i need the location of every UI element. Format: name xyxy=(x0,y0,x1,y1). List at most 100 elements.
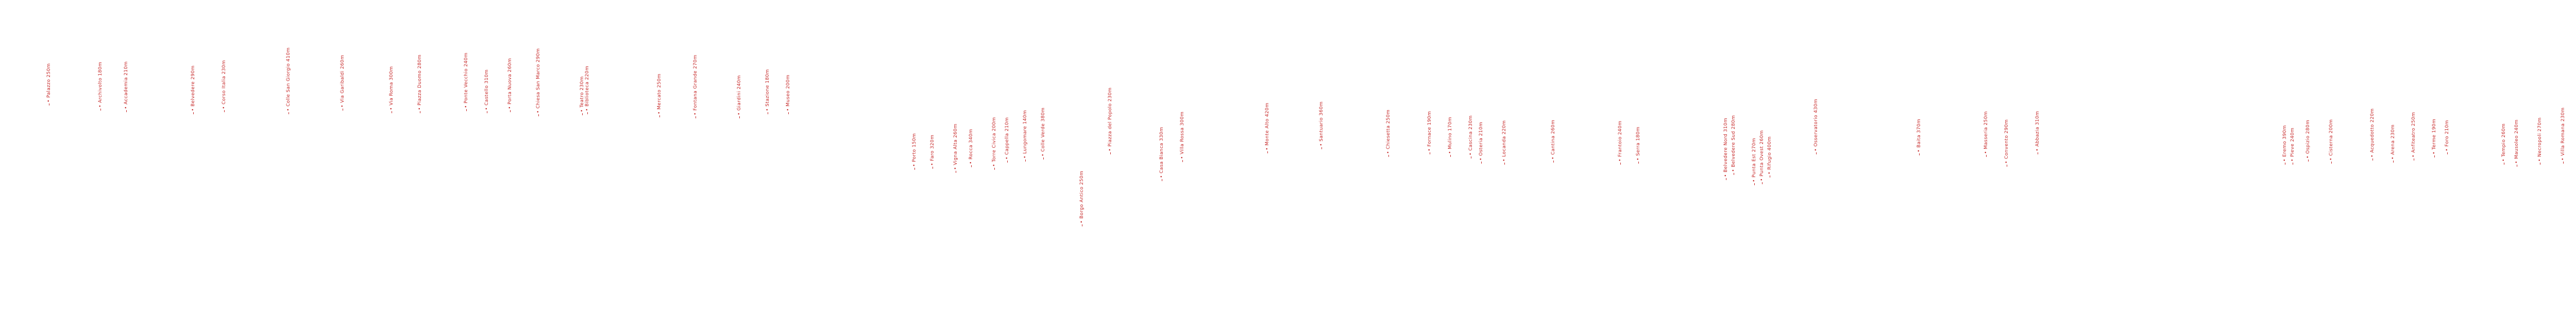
label-text: • Locanda 220m xyxy=(1502,120,1507,162)
label-text: • Torre Civica 200m xyxy=(992,117,997,167)
label-tick-mark xyxy=(1267,151,1268,153)
label-tick-mark xyxy=(1553,161,1554,163)
map-label: • Monte Alto 420m xyxy=(1265,103,1270,153)
label-tick-mark xyxy=(582,113,583,115)
map-label: • Fornace 190m xyxy=(1427,111,1432,154)
map-label: • Castello 310m xyxy=(484,69,489,113)
label-tick-mark xyxy=(739,116,740,118)
label-text: • Pieve 240m xyxy=(2290,128,2295,162)
label-text: • Fontana Grande 270m xyxy=(693,55,698,115)
label-tick-mark xyxy=(2447,152,2448,154)
label-text: • Masseria 250m xyxy=(1984,111,1989,154)
label-text: • Palazzo 250m xyxy=(46,63,52,102)
label-text: • Piazza del Popolo 230m xyxy=(1108,87,1113,151)
label-tick-mark xyxy=(1110,152,1111,154)
label-text: • Casa Bianca 330m xyxy=(1159,127,1164,178)
label-text: • Belvedere Nord 310m xyxy=(1723,117,1728,177)
label-tick-mark xyxy=(100,109,101,111)
label-text: • Via Roma 300m xyxy=(389,66,394,110)
label-tick-mark xyxy=(1182,160,1183,162)
label-text: • Vigna Alta 260m xyxy=(953,123,958,170)
map-label: • Biblioteca 220m xyxy=(585,66,590,114)
label-text: • Stazione 180m xyxy=(765,69,770,111)
label-text: • Baita 370m xyxy=(1917,118,1922,152)
label-tick-mark xyxy=(1450,155,1451,157)
map-label: • Teatro 230m xyxy=(580,76,585,115)
label-text: • Cappella 210m xyxy=(1005,117,1010,160)
map-label: • Villa Romana 230m xyxy=(2561,108,2566,164)
label-tick-mark xyxy=(1816,152,1817,154)
map-label: • Via Garibaldi 260m xyxy=(340,55,345,111)
label-tick-mark xyxy=(1043,157,1044,160)
label-tick-mark xyxy=(1504,163,1505,165)
label-text: • Serra 180m xyxy=(1636,127,1641,161)
label-text: • Tempio 260m xyxy=(2501,123,2506,162)
label-tick-mark xyxy=(193,112,194,114)
map-label: • Fontana Grande 270m xyxy=(693,55,698,118)
map-label: • Chiesa San Marco 290m xyxy=(536,48,541,116)
label-text: • Villa Romana 230m xyxy=(2561,107,2566,161)
map-label: • Palazzo 250m xyxy=(46,63,52,105)
map-label: • Colle San Giorgio 410m xyxy=(286,47,291,114)
map-label: • Villa Rossa 300m xyxy=(1180,112,1185,162)
label-tick-mark xyxy=(224,110,225,112)
label-text: • Acquedotto 220m xyxy=(2370,108,2375,157)
map-label: • Foro 210m xyxy=(2445,120,2450,154)
map-label: • Torre Civica 200m xyxy=(992,117,997,170)
map-label: • Mulino 170m xyxy=(1448,117,1453,157)
label-text: • Necropoli 270m xyxy=(2537,117,2543,162)
map-label: • Santuario 360m xyxy=(1319,101,1324,149)
label-text: • Monte Alto 420m xyxy=(1265,102,1270,150)
map-label: • Frantoio 240m xyxy=(1618,121,1623,165)
label-tick-mark xyxy=(914,168,915,170)
label-text: • Foro 210m xyxy=(2445,120,2450,151)
map-label: • Borgo Antico 250m xyxy=(1079,171,1084,226)
label-tick-mark xyxy=(2563,162,2564,164)
map-label: • Belvedere 290m xyxy=(191,65,196,114)
label-text: • Lungomare 140m xyxy=(1023,110,1028,158)
label-text: • Convento 290m xyxy=(2004,119,2009,164)
map-label: • Vigna Alta 260m xyxy=(953,123,958,173)
map-label: • Tempio 260m xyxy=(2501,123,2506,165)
map-label: • Punta Ovest 260m xyxy=(1759,130,1765,184)
map-label: • Ponte Vecchio 240m xyxy=(464,52,469,111)
map-label: • Mausoleo 240m xyxy=(2514,119,2519,167)
label-text: • Via Garibaldi 260m xyxy=(340,55,345,108)
map-label: • Ospizio 280m xyxy=(2306,120,2311,162)
label-tick-mark xyxy=(2393,161,2394,163)
label-text: • Chiesa San Marco 290m xyxy=(536,48,541,113)
map-label: • Faro 320m xyxy=(930,135,935,169)
map-label: • Cisterna 200m xyxy=(2329,119,2334,164)
label-text: • Belvedere 290m xyxy=(191,65,196,111)
label-tick-mark xyxy=(1007,161,1008,163)
label-text: • Abbazia 310m xyxy=(2035,111,2040,151)
map-label: • Cappella 210m xyxy=(1005,117,1010,163)
map-label: • Eremo 390m xyxy=(2282,125,2287,165)
label-text: • Giardini 240m xyxy=(737,75,742,115)
label-tick-mark xyxy=(971,165,972,167)
map-label: • Lungomare 140m xyxy=(1023,110,1028,162)
label-text: • Colle Verde 380m xyxy=(1041,107,1046,156)
label-text: • Ponte Vecchio 240m xyxy=(464,52,469,108)
map-label: • Porto 150m xyxy=(912,133,917,170)
label-text: • Mulino 170m xyxy=(1448,117,1453,154)
label-text: • Accademia 210m xyxy=(124,61,129,109)
label-text: • Corso Italia 230m xyxy=(222,60,227,109)
label-tick-mark xyxy=(1481,162,1482,164)
label-text: • Porto 150m xyxy=(912,133,917,167)
map-label: • Rifugio 400m xyxy=(1767,136,1772,178)
label-text: • Archivolto 180m xyxy=(98,62,103,108)
map-label: • Piazza Duomo 280m xyxy=(417,55,422,113)
label-tick-mark xyxy=(1986,155,1987,157)
label-tick-mark xyxy=(126,110,127,112)
map-label: • Pieve 240m xyxy=(2290,128,2295,165)
label-tick-mark xyxy=(1638,162,1639,164)
map-label: • Cantina 260m xyxy=(1551,120,1556,163)
map-label: • Corso Italia 230m xyxy=(222,60,227,112)
label-tick-mark xyxy=(994,168,995,170)
map-label: • Baita 370m xyxy=(1917,119,1922,155)
map-label: • Convento 290m xyxy=(2004,119,2009,167)
label-tick-mark xyxy=(1919,153,1920,155)
label-text: • Cisterna 200m xyxy=(2329,119,2334,161)
map-label: • Belvedere Sud 280m xyxy=(1731,115,1736,175)
